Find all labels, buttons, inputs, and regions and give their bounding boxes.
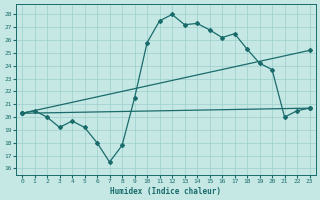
- X-axis label: Humidex (Indice chaleur): Humidex (Indice chaleur): [110, 187, 221, 196]
